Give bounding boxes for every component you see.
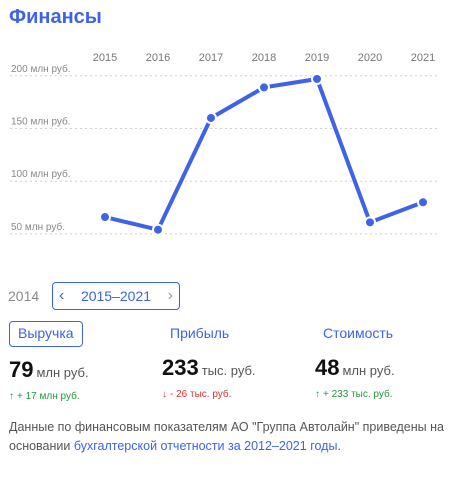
period-range-box: ‹ 2015–2021 ›	[52, 282, 180, 310]
note-end: .	[337, 439, 341, 453]
y-grid: 200 млн руб. 150 млн руб. 100 млн руб. 50 м…	[10, 63, 440, 235]
data-point[interactable]	[152, 223, 164, 236]
metric-profit-value: 233 тыс. руб.	[162, 355, 256, 381]
metric-revenue-delta: ↑ + 17 млн руб.	[9, 391, 89, 402]
metric-value-delta-text: + 233 тыс. руб.	[323, 389, 393, 400]
y-tick-label: 50 млн руб.	[11, 221, 65, 233]
metric-revenue-value: 79 млн руб.	[9, 357, 89, 383]
metric-value-number: 48	[315, 355, 340, 380]
metric-revenue-number: 79	[9, 357, 34, 382]
metric-profit-unit: тыс. руб.	[201, 363, 256, 378]
data-point[interactable]	[205, 111, 217, 124]
note-text: Данные по финансовым показателям АО "Гру…	[9, 420, 444, 453]
metric-profit-delta-text: - 26 тыс. руб.	[170, 389, 232, 400]
series-points	[99, 72, 429, 236]
metric-value-tab[interactable]: Стоимость	[323, 325, 394, 341]
data-point[interactable]	[311, 72, 323, 85]
metric-revenue-tab[interactable]: Выручка	[9, 321, 83, 347]
series-line	[103, 76, 425, 232]
data-point[interactable]	[417, 196, 429, 209]
metric-profit-tab[interactable]: Прибыль	[170, 325, 230, 341]
accounting-report-link[interactable]: бухгалтерской отчетности за 2012–2021 го…	[73, 439, 338, 453]
x-tick-label: 2016	[146, 52, 170, 64]
metric-profit-number: 233	[162, 355, 199, 380]
y-tick-label: 150 млн руб.	[11, 116, 71, 128]
data-point[interactable]	[258, 81, 270, 94]
prev-year-link[interactable]: 2014	[8, 288, 40, 304]
data-point[interactable]	[99, 211, 111, 224]
section-title: Финансы	[9, 6, 102, 28]
metric-profit-delta: ↓ - 26 тыс. руб.	[162, 389, 256, 400]
chevron-left-icon[interactable]: ‹	[59, 287, 65, 304]
arrow-down-icon: ↓	[162, 389, 167, 400]
y-tick-label: 200 млн руб.	[11, 63, 71, 75]
x-tick-label: 2017	[199, 52, 223, 64]
arrow-up-icon: ↑	[9, 391, 14, 402]
metric-value-value: 48 млн руб.	[315, 355, 395, 381]
metric-revenue-unit: млн руб.	[36, 365, 89, 380]
arrow-up-icon: ↑	[315, 389, 320, 400]
x-tick-label: 2020	[358, 52, 382, 64]
metric-profit[interactable]: Прибыль 233 тыс. руб. ↓ - 26 тыс. руб.	[162, 321, 256, 400]
y-tick-label: 100 млн руб.	[11, 168, 71, 180]
period-range-label: 2015–2021	[80, 288, 152, 304]
metric-revenue[interactable]: Выручка 79 млн руб. ↑ + 17 млн руб.	[9, 321, 89, 402]
revenue-line-chart: 2015 2016 2017 2018 2019 2020 2021 200 млн руб…	[10, 52, 440, 236]
data-source-note: Данные по финансовым показателям АО "Гру…	[9, 418, 449, 456]
x-tick-label: 2015	[93, 52, 117, 64]
chevron-right-icon[interactable]: ›	[167, 287, 173, 304]
metric-value-unit: млн руб.	[342, 363, 395, 378]
x-tick-label: 2019	[305, 52, 329, 64]
metric-revenue-delta-text: + 17 млн руб.	[17, 391, 80, 402]
period-selector: 2014 ‹ 2015–2021 ›	[8, 281, 180, 311]
metric-value-delta: ↑ + 233 тыс. руб.	[315, 389, 395, 400]
x-tick-label: 2018	[252, 52, 276, 64]
x-tick-label: 2021	[411, 52, 435, 64]
x-axis-year-labels: 2015 2016 2017 2018 2019 2020 2021	[93, 52, 435, 64]
metric-value[interactable]: Стоимость 48 млн руб. ↑ + 233 тыс. руб.	[315, 321, 395, 400]
data-point[interactable]	[364, 216, 376, 229]
